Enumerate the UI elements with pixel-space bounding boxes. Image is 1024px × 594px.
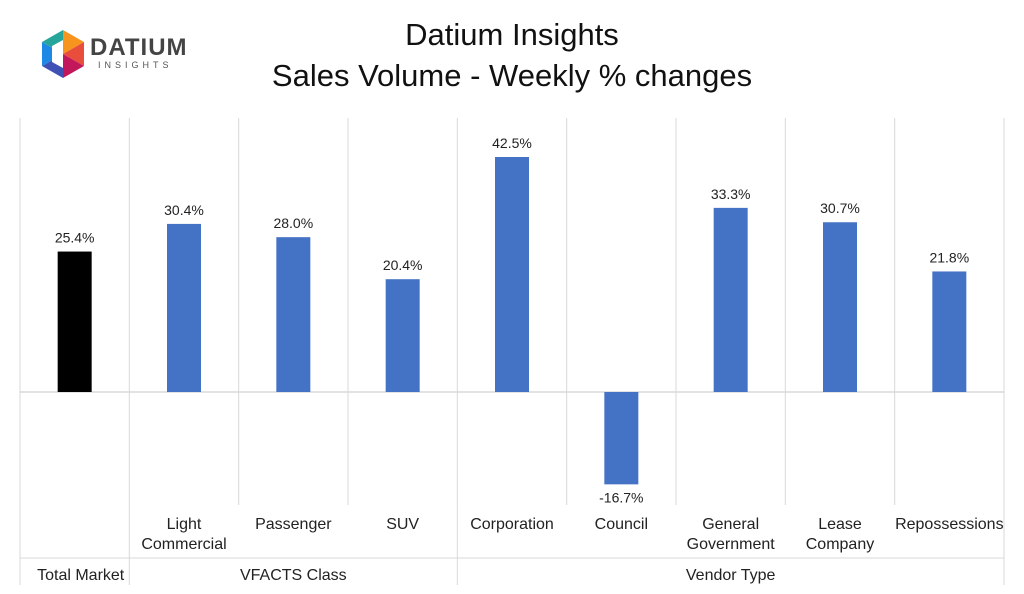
category-label: Light	[167, 516, 202, 533]
category-label: Total Market	[37, 567, 125, 584]
group-label: Vendor Type	[686, 567, 776, 584]
data-label: 33.3%	[711, 186, 751, 202]
category-label: Council	[595, 516, 648, 533]
data-label: 25.4%	[55, 230, 95, 246]
bar	[495, 157, 529, 392]
bar	[604, 392, 639, 485]
bar	[932, 271, 967, 392]
chart-title: Datium Insights	[405, 17, 619, 52]
category-label: Lease	[818, 516, 862, 533]
logo-tagline: INSIGHTS	[98, 60, 173, 70]
data-label: 42.5%	[492, 135, 532, 151]
data-label: -16.7%	[599, 489, 643, 505]
group-label: VFACTS Class	[240, 567, 347, 584]
category-label: Repossessions	[895, 516, 1004, 533]
bar	[823, 222, 857, 392]
bar	[276, 237, 311, 392]
chart-subtitle: Sales Volume - Weekly % changes	[271, 58, 753, 93]
category-label: General	[702, 516, 759, 533]
category-label: SUV	[386, 516, 419, 533]
logo-name: DATIUM	[90, 34, 188, 61]
bar	[385, 279, 420, 392]
data-label: 30.7%	[820, 200, 860, 216]
bar	[57, 251, 92, 392]
category-label: Corporation	[470, 516, 554, 533]
datium-logo: DATIUM INSIGHTS	[38, 28, 188, 80]
bar	[167, 223, 201, 392]
data-label: 28.0%	[273, 215, 313, 231]
datium-logo-mark-icon	[42, 30, 84, 78]
bar	[713, 207, 748, 392]
category-label: Company	[806, 536, 874, 553]
data-label: 21.8%	[929, 249, 969, 265]
data-label: 20.4%	[383, 257, 423, 273]
data-label: 30.4%	[164, 202, 204, 218]
category-label: Commercial	[141, 536, 226, 553]
category-label: Passenger	[255, 516, 332, 533]
category-label: Government	[687, 536, 776, 553]
